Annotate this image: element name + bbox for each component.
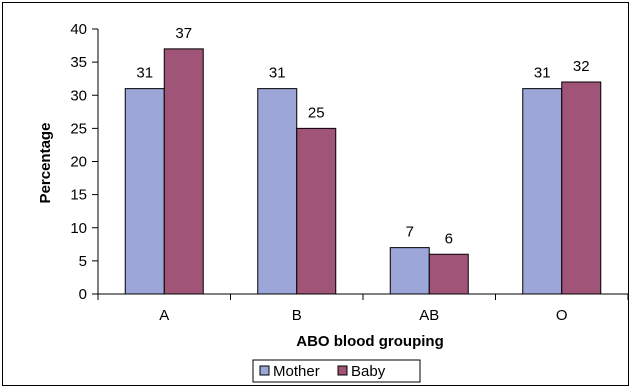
data-label: 7	[406, 224, 414, 241]
data-labels: 31 31 7 31 37 25 6 32	[136, 25, 589, 247]
legend-box	[252, 359, 421, 383]
bar-mother-a	[124, 88, 165, 295]
y-tick-label: 25	[70, 120, 87, 137]
data-label: 37	[175, 25, 192, 42]
bar-baby-o	[561, 81, 602, 295]
data-label: 32	[573, 58, 590, 75]
bar-mother-b	[257, 88, 298, 295]
y-tick-label: 0	[79, 286, 87, 303]
x-tick-label: O	[556, 307, 568, 324]
data-label: 31	[269, 65, 286, 82]
bars	[124, 48, 602, 295]
y-axis-title: Percentage	[37, 123, 54, 204]
y-tick-label: 30	[70, 87, 87, 104]
bar-baby-a	[163, 48, 204, 295]
bar-mother-ab	[389, 247, 430, 295]
bar-baby-ab	[428, 253, 469, 295]
bar-baby-b	[296, 127, 337, 295]
bar-mother-o	[522, 88, 563, 295]
y-tick-label: 40	[70, 21, 87, 38]
data-label: 6	[445, 230, 453, 247]
legend-label-mother: Mother	[273, 363, 320, 380]
legend-swatch-baby	[337, 365, 348, 376]
x-axis-title: ABO blood grouping	[296, 333, 443, 350]
legend-label-baby: Baby	[351, 363, 386, 380]
y-tick-label: 20	[70, 154, 87, 171]
data-label: 31	[534, 65, 551, 82]
y-tick-label: 15	[70, 187, 87, 204]
x-tick-label: A	[159, 307, 169, 324]
x-tick-label: AB	[419, 307, 439, 324]
y-axis: 0 5 10 15 20 25 30 35 40	[70, 21, 99, 303]
y-tick-label: 10	[70, 220, 87, 237]
x-axis: A B AB O	[97, 293, 629, 324]
data-label: 31	[136, 65, 153, 82]
legend-swatch-mother	[259, 365, 270, 376]
data-label: 25	[308, 104, 325, 121]
legend: Mother Baby	[252, 359, 421, 383]
y-tick-label: 35	[70, 54, 87, 71]
y-tick-label: 5	[79, 253, 87, 270]
x-tick-label: B	[292, 307, 302, 324]
